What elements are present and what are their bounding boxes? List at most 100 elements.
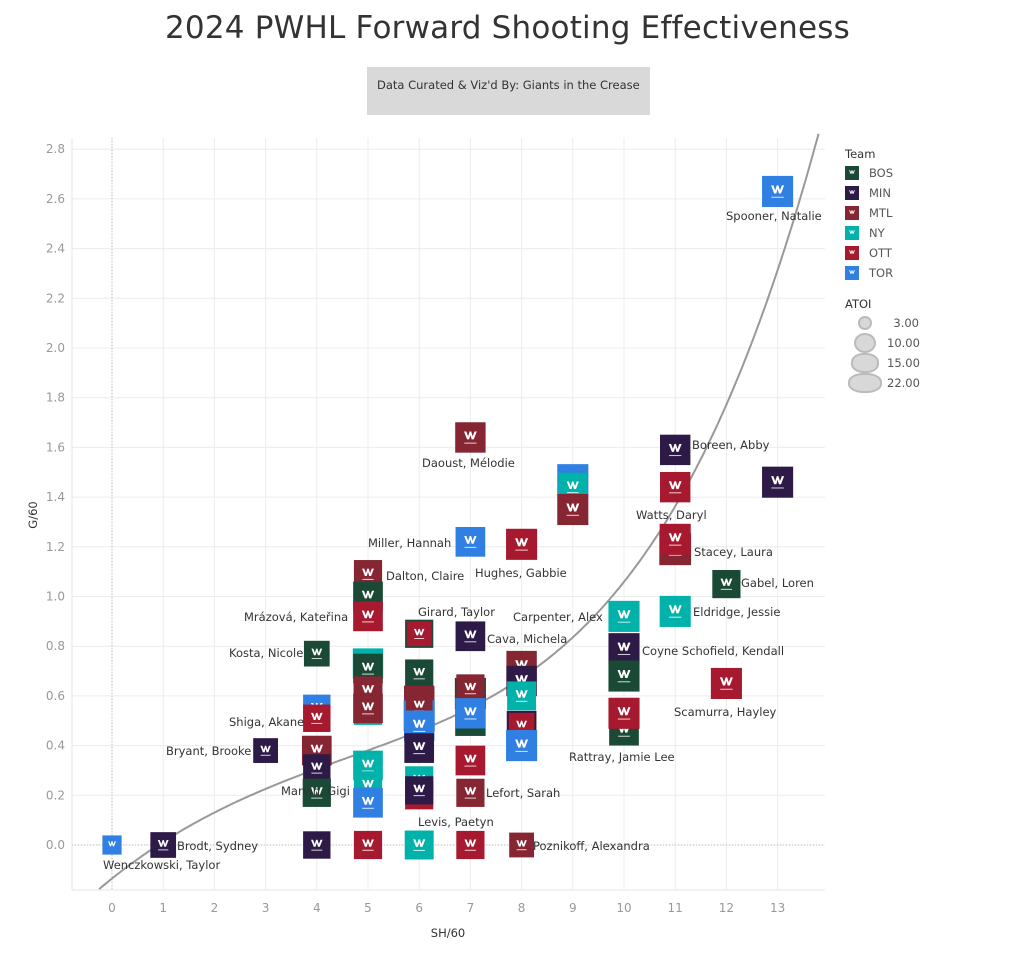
data-point-ott[interactable] [456,830,485,860]
x-tick-label: 11 [668,901,683,915]
point-marker[interactable] [659,595,691,627]
data-point-ott[interactable] [303,704,331,732]
data-point-min[interactable] [405,776,434,805]
data-point-bos[interactable] [303,640,330,667]
data-point-ott[interactable] [659,523,691,555]
data-point-min[interactable] [660,434,691,466]
data-point-mtl[interactable] [455,422,486,453]
point-label: Mrázová, Kateřina [244,610,348,624]
point-marker[interactable] [353,693,383,724]
point-marker[interactable] [509,832,534,858]
point-marker[interactable] [660,471,691,503]
point-marker[interactable] [456,830,485,860]
point-marker[interactable] [150,832,177,858]
point-marker[interactable] [608,697,640,729]
data-point-tor[interactable] [762,175,794,207]
legend-item-mtl[interactable]: MTL [845,203,965,223]
data-point-ott[interactable] [660,471,691,503]
point-marker[interactable] [303,640,330,667]
point-marker[interactable] [404,830,434,860]
point-marker[interactable] [406,621,432,647]
data-point-min[interactable] [762,466,794,498]
data-point-ny[interactable] [507,681,537,711]
data-point-min[interactable] [455,621,486,652]
point-marker[interactable] [353,830,383,860]
data-point-ott[interactable] [455,745,486,776]
point-marker[interactable] [659,523,691,555]
data-point-bos[interactable] [712,569,741,599]
point-marker[interactable] [608,633,640,665]
data-point-tor[interactable] [506,730,538,762]
data-point-min[interactable] [253,738,278,763]
point-marker[interactable] [303,704,331,732]
point-marker[interactable] [506,730,538,762]
point-marker[interactable] [455,422,486,453]
data-point-bos[interactable] [405,659,434,688]
data-point-tor[interactable] [102,835,122,855]
legend-item-tor[interactable]: TOR [845,263,965,283]
data-point-tor[interactable] [455,698,486,729]
point-marker[interactable] [405,659,434,688]
point-marker[interactable] [353,787,383,818]
point-marker[interactable] [404,733,435,763]
data-point-bos[interactable] [608,660,640,692]
point-marker[interactable] [506,528,538,560]
data-point-ott[interactable] [353,601,383,632]
legend-item-ott[interactable]: OTT [845,243,965,263]
data-point-ny[interactable] [608,600,640,632]
data-point-ott[interactable] [353,830,383,860]
data-point-min[interactable] [303,754,331,782]
logo-wordmark [362,770,374,772]
legend-item-bos[interactable]: BOS [845,163,965,183]
legend-item-min[interactable]: MIN [845,183,965,203]
point-marker[interactable] [456,778,485,807]
point-marker[interactable] [660,434,691,466]
point-marker[interactable] [302,778,331,807]
data-point-mtl[interactable] [456,674,485,703]
point-marker[interactable] [102,835,122,855]
x-tick-label: 13 [770,901,785,915]
point-marker[interactable] [762,466,794,498]
logo-wordmark [771,487,784,489]
point-marker[interactable] [303,754,331,782]
point-marker[interactable] [608,600,640,632]
point-marker[interactable] [710,667,742,700]
point-marker[interactable] [455,698,486,729]
x-tick-label: 8 [518,901,526,915]
point-marker[interactable] [405,776,434,805]
data-point-ott[interactable] [506,528,538,560]
point-marker[interactable] [762,175,794,207]
data-point-ny[interactable] [404,830,434,860]
point-marker[interactable] [303,831,331,859]
data-point-ny[interactable] [659,595,691,627]
point-marker[interactable] [455,621,486,652]
data-point-ott[interactable] [406,621,432,647]
data-point-tor[interactable] [353,787,383,818]
point-marker[interactable] [455,526,486,557]
data-point-mtl[interactable] [456,778,485,807]
data-point-bos[interactable] [302,778,331,807]
logo-wordmark [516,849,527,851]
data-point-mtl[interactable] [557,493,589,526]
data-point-mtl[interactable] [353,693,383,724]
point-marker[interactable] [507,681,537,711]
point-marker[interactable] [353,601,383,632]
point-marker[interactable] [557,493,589,526]
legend-item-ny[interactable]: NY [845,223,965,243]
data-point-ott[interactable] [710,667,742,700]
data-point-tor[interactable] [455,526,486,557]
data-point-min[interactable] [150,832,177,858]
data-point-min[interactable] [404,733,435,763]
point-label: Miller, Hannah [368,536,451,550]
point-marker[interactable] [712,569,741,599]
data-point-mtl[interactable] [509,832,534,858]
point-marker[interactable] [608,660,640,692]
point-label: Stacey, Laura [694,545,773,559]
point-marker[interactable] [253,738,278,763]
data-point-ott[interactable] [608,697,640,729]
point-marker[interactable] [456,674,485,703]
data-point-min[interactable] [608,633,640,665]
logo-wordmark [618,735,630,737]
point-marker[interactable] [455,745,486,776]
data-point-min[interactable] [303,831,331,859]
